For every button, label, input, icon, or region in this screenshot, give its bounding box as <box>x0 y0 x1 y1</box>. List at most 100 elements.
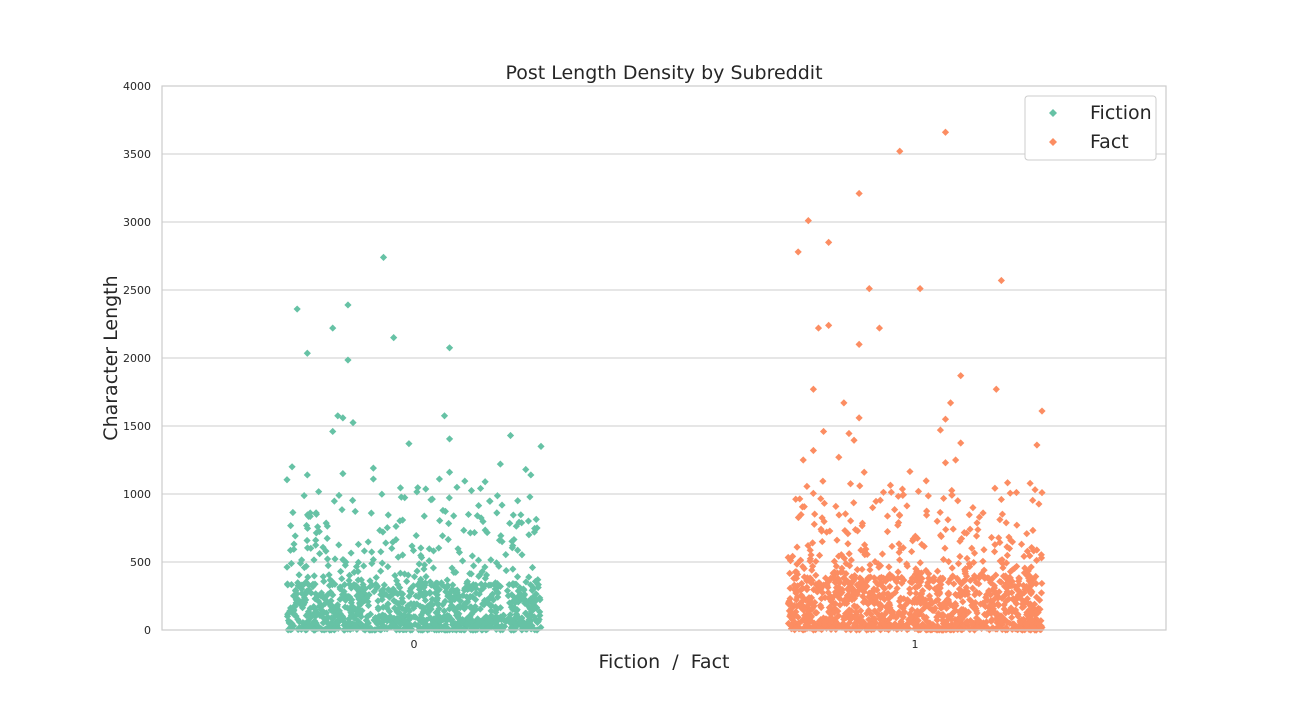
data-point <box>979 509 987 517</box>
data-point <box>515 592 523 600</box>
data-point <box>397 493 405 501</box>
data-point <box>353 592 361 600</box>
data-point <box>329 591 337 599</box>
data-point <box>327 624 335 632</box>
data-point <box>387 614 396 622</box>
data-point <box>382 602 390 611</box>
data-point <box>468 621 476 630</box>
data-point <box>846 611 854 620</box>
data-point <box>991 540 999 549</box>
data-point <box>804 217 812 225</box>
data-point <box>922 596 930 604</box>
data-point <box>364 601 373 610</box>
data-point <box>356 610 364 618</box>
data-point <box>1002 559 1011 567</box>
data-point <box>871 615 879 623</box>
data-point <box>468 593 476 601</box>
data-point <box>341 581 349 589</box>
data-point <box>867 597 875 605</box>
data-point <box>336 595 344 603</box>
data-point <box>898 573 906 582</box>
data-point <box>327 606 335 614</box>
data-point <box>1029 496 1037 504</box>
data-point <box>380 581 388 589</box>
data-point <box>800 611 809 620</box>
legend-marker <box>1049 138 1057 146</box>
data-point <box>514 497 522 505</box>
data-point <box>1006 568 1015 576</box>
data-point <box>854 587 863 595</box>
data-point <box>364 598 372 606</box>
data-point <box>845 429 853 438</box>
data-point <box>448 617 456 626</box>
data-point <box>458 557 467 565</box>
data-point <box>888 542 896 550</box>
data-point <box>476 605 484 613</box>
data-point <box>1026 600 1035 608</box>
data-point <box>1020 552 1028 561</box>
data-point <box>306 614 315 622</box>
data-point <box>863 582 871 590</box>
data-point <box>317 606 325 614</box>
data-point <box>485 595 493 603</box>
data-point <box>303 349 311 357</box>
data-point <box>350 581 358 589</box>
data-point <box>914 594 922 602</box>
data-point <box>492 608 500 616</box>
data-point <box>344 301 352 309</box>
data-point <box>812 557 820 566</box>
data-point <box>403 620 412 628</box>
data-point <box>935 625 943 633</box>
data-point <box>1005 544 1014 553</box>
x-tick-label: 1 <box>912 638 919 651</box>
data-point <box>393 617 401 626</box>
data-point <box>840 554 848 563</box>
data-point <box>1021 564 1029 572</box>
data-point <box>427 599 435 607</box>
data-point <box>525 531 533 539</box>
data-point <box>786 569 794 578</box>
data-point <box>330 497 338 505</box>
data-point <box>1021 597 1030 606</box>
data-point <box>793 593 801 601</box>
data-point <box>1036 622 1044 630</box>
data-point <box>476 617 484 625</box>
data-point <box>492 624 500 633</box>
data-point <box>455 548 464 557</box>
data-point <box>367 509 375 517</box>
data-point <box>379 253 388 261</box>
data-point <box>418 581 426 589</box>
data-point <box>998 594 1006 602</box>
data-point <box>427 581 435 589</box>
data-point <box>1013 562 1021 571</box>
data-point <box>1023 530 1031 538</box>
data-point <box>949 525 957 533</box>
data-point <box>844 596 852 604</box>
data-point <box>944 578 953 586</box>
data-point <box>1002 519 1010 527</box>
data-point <box>1035 500 1043 508</box>
data-point <box>496 582 504 591</box>
data-point <box>459 617 468 625</box>
data-point <box>508 591 516 599</box>
data-point <box>933 616 941 624</box>
data-point <box>476 571 484 579</box>
data-point <box>398 594 406 602</box>
data-point <box>977 600 985 608</box>
data-point <box>312 541 320 549</box>
data-point <box>397 598 406 606</box>
data-point <box>836 595 844 603</box>
data-point <box>887 488 895 496</box>
data-point <box>401 570 409 578</box>
data-point <box>907 613 915 621</box>
data-point <box>853 565 861 574</box>
data-point <box>875 624 883 632</box>
data-point <box>896 147 904 155</box>
data-point <box>898 485 907 493</box>
data-point <box>784 619 793 628</box>
data-point <box>925 574 933 582</box>
data-point <box>887 613 895 622</box>
data-point <box>494 580 502 589</box>
data-point <box>807 551 815 559</box>
